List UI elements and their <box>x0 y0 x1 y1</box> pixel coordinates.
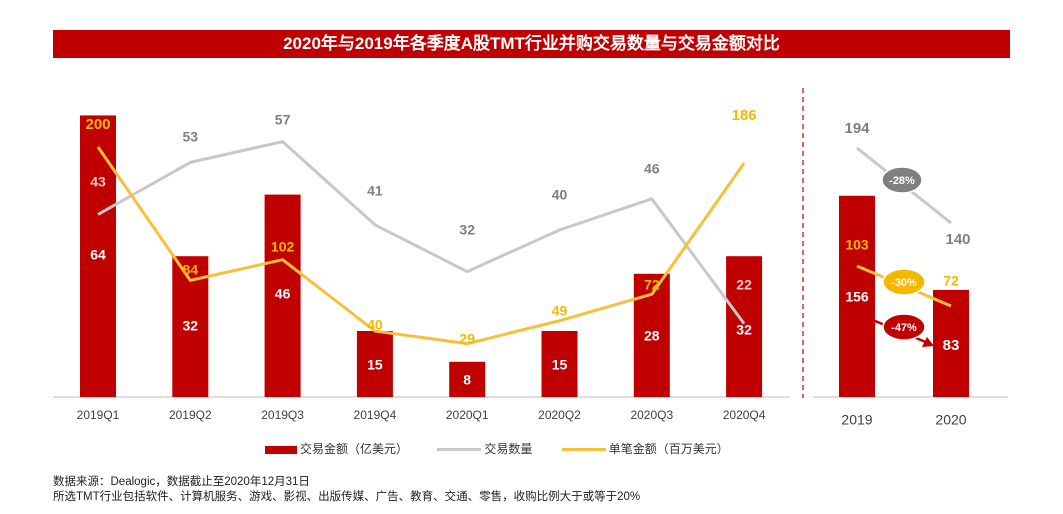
label-amount-2019Q3: 46 <box>275 286 291 302</box>
label-avg-2020Q3: 72 <box>644 277 660 293</box>
label-amount-2019Q4: 15 <box>367 357 383 373</box>
label-count-2020Q3: 46 <box>644 161 660 177</box>
legend-item-count: 交易数量 <box>437 440 532 457</box>
label-amount-2020Q1: 8 <box>463 372 471 388</box>
label-count-2020Q2: 40 <box>552 187 568 203</box>
tick-2020Q4: 2020Q4 <box>723 408 766 422</box>
label-amount-2020Q4: 32 <box>736 322 752 338</box>
bar-amount-2020Q2 <box>541 331 578 397</box>
bar-amount-2019Q3 <box>264 194 301 397</box>
legend-item-amount: 交易金额（亿美元） <box>265 440 408 457</box>
label-count-2020Q4: 22 <box>736 277 752 293</box>
legend-swatch-amount <box>265 445 297 454</box>
line-count-quarterly <box>97 140 746 325</box>
bar-amount-2019Q4 <box>356 331 393 397</box>
label-count-2019Q1: 43 <box>90 174 106 190</box>
legend-item-avg: 单笔金额（百万美元） <box>561 440 729 457</box>
source-line-2: 所选TMT行业包括软件、计算机服务、游戏、影视、出版传媒、广告、教育、交通、零售… <box>53 491 641 503</box>
label-amount-2020: 83 <box>943 337 960 354</box>
label-count-2019Q2: 53 <box>183 129 199 145</box>
badge-avg-change-label: -30% <box>891 277 917 289</box>
tick-2019Q2: 2019Q2 <box>169 408 212 422</box>
tick-2019Q4: 2019Q4 <box>354 408 397 422</box>
source-note: 数据来源：Dealogic，数据截止至2020年12月31日 所选TMT行业包括… <box>53 475 640 505</box>
tick-2020Q3: 2020Q3 <box>630 408 673 422</box>
label-count-2019Q4: 41 <box>367 183 383 199</box>
label-amount-2020Q2: 15 <box>552 357 568 373</box>
arrow-head-amount-change <box>922 337 934 347</box>
label-amount-2020Q3: 28 <box>644 328 660 344</box>
label-count-2019: 194 <box>844 120 870 137</box>
label-amount-2019: 156 <box>845 289 869 305</box>
legend-swatch-count <box>437 448 482 452</box>
label-avg-2020Q1: 29 <box>459 331 475 347</box>
legend-label-avg: 单笔金额（百万美元） <box>608 442 729 456</box>
label-count-2019Q3: 57 <box>275 112 291 128</box>
bar-amount-2020Q4 <box>726 256 763 397</box>
label-avg-2019Q4: 40 <box>367 317 383 333</box>
badge-count-change <box>881 166 923 194</box>
badge-amount-change <box>882 313 926 341</box>
label-avg-2019Q1: 200 <box>85 116 110 133</box>
label-avg-2020Q2: 49 <box>552 303 568 319</box>
bar-amount-2020Q1 <box>449 361 486 397</box>
chart-title: 2020年与2019年各季度A股TMT行业并购交易数量与交易金额对比 <box>53 30 1010 58</box>
tick-2019Q3: 2019Q3 <box>261 408 304 422</box>
badge-count-change-label: -28% <box>889 175 915 187</box>
label-avg-2019: 103 <box>845 237 869 253</box>
label-count-2020Q1: 32 <box>459 222 475 238</box>
label-avg-2020: 72 <box>943 273 959 289</box>
badge-amount-change-label: -47% <box>891 322 917 334</box>
badge-avg-change <box>882 268 926 296</box>
legend: 交易金额（亿美元） 交易数量 单笔金额（百万美元） <box>265 440 755 457</box>
bar-amount-2019 <box>839 195 875 397</box>
tick-2020Q1: 2020Q1 <box>446 408 489 422</box>
source-line-1: 数据来源：Dealogic，数据截止至2020年12月31日 <box>53 476 310 488</box>
label-count-2020: 140 <box>945 231 970 248</box>
label-amount-2019Q2: 32 <box>183 318 199 334</box>
tick-2019Q1: 2019Q1 <box>77 408 120 422</box>
label-avg-2019Q2: 84 <box>183 262 199 278</box>
legend-label-count: 交易数量 <box>484 442 533 456</box>
label-avg-2019Q3: 102 <box>271 239 295 255</box>
line-avg-quarterly <box>96 146 746 346</box>
label-avg-2020Q4: 186 <box>732 107 757 124</box>
legend-swatch-avg <box>561 448 606 452</box>
label-amount-2019Q1: 64 <box>90 247 106 263</box>
legend-label-amount: 交易金额（亿美元） <box>300 442 409 456</box>
tick-2020Q2: 2020Q2 <box>538 408 581 422</box>
tick-2019: 2019 <box>841 412 872 428</box>
bar-amount-2020 <box>933 289 969 397</box>
tick-2020: 2020 <box>935 412 966 428</box>
